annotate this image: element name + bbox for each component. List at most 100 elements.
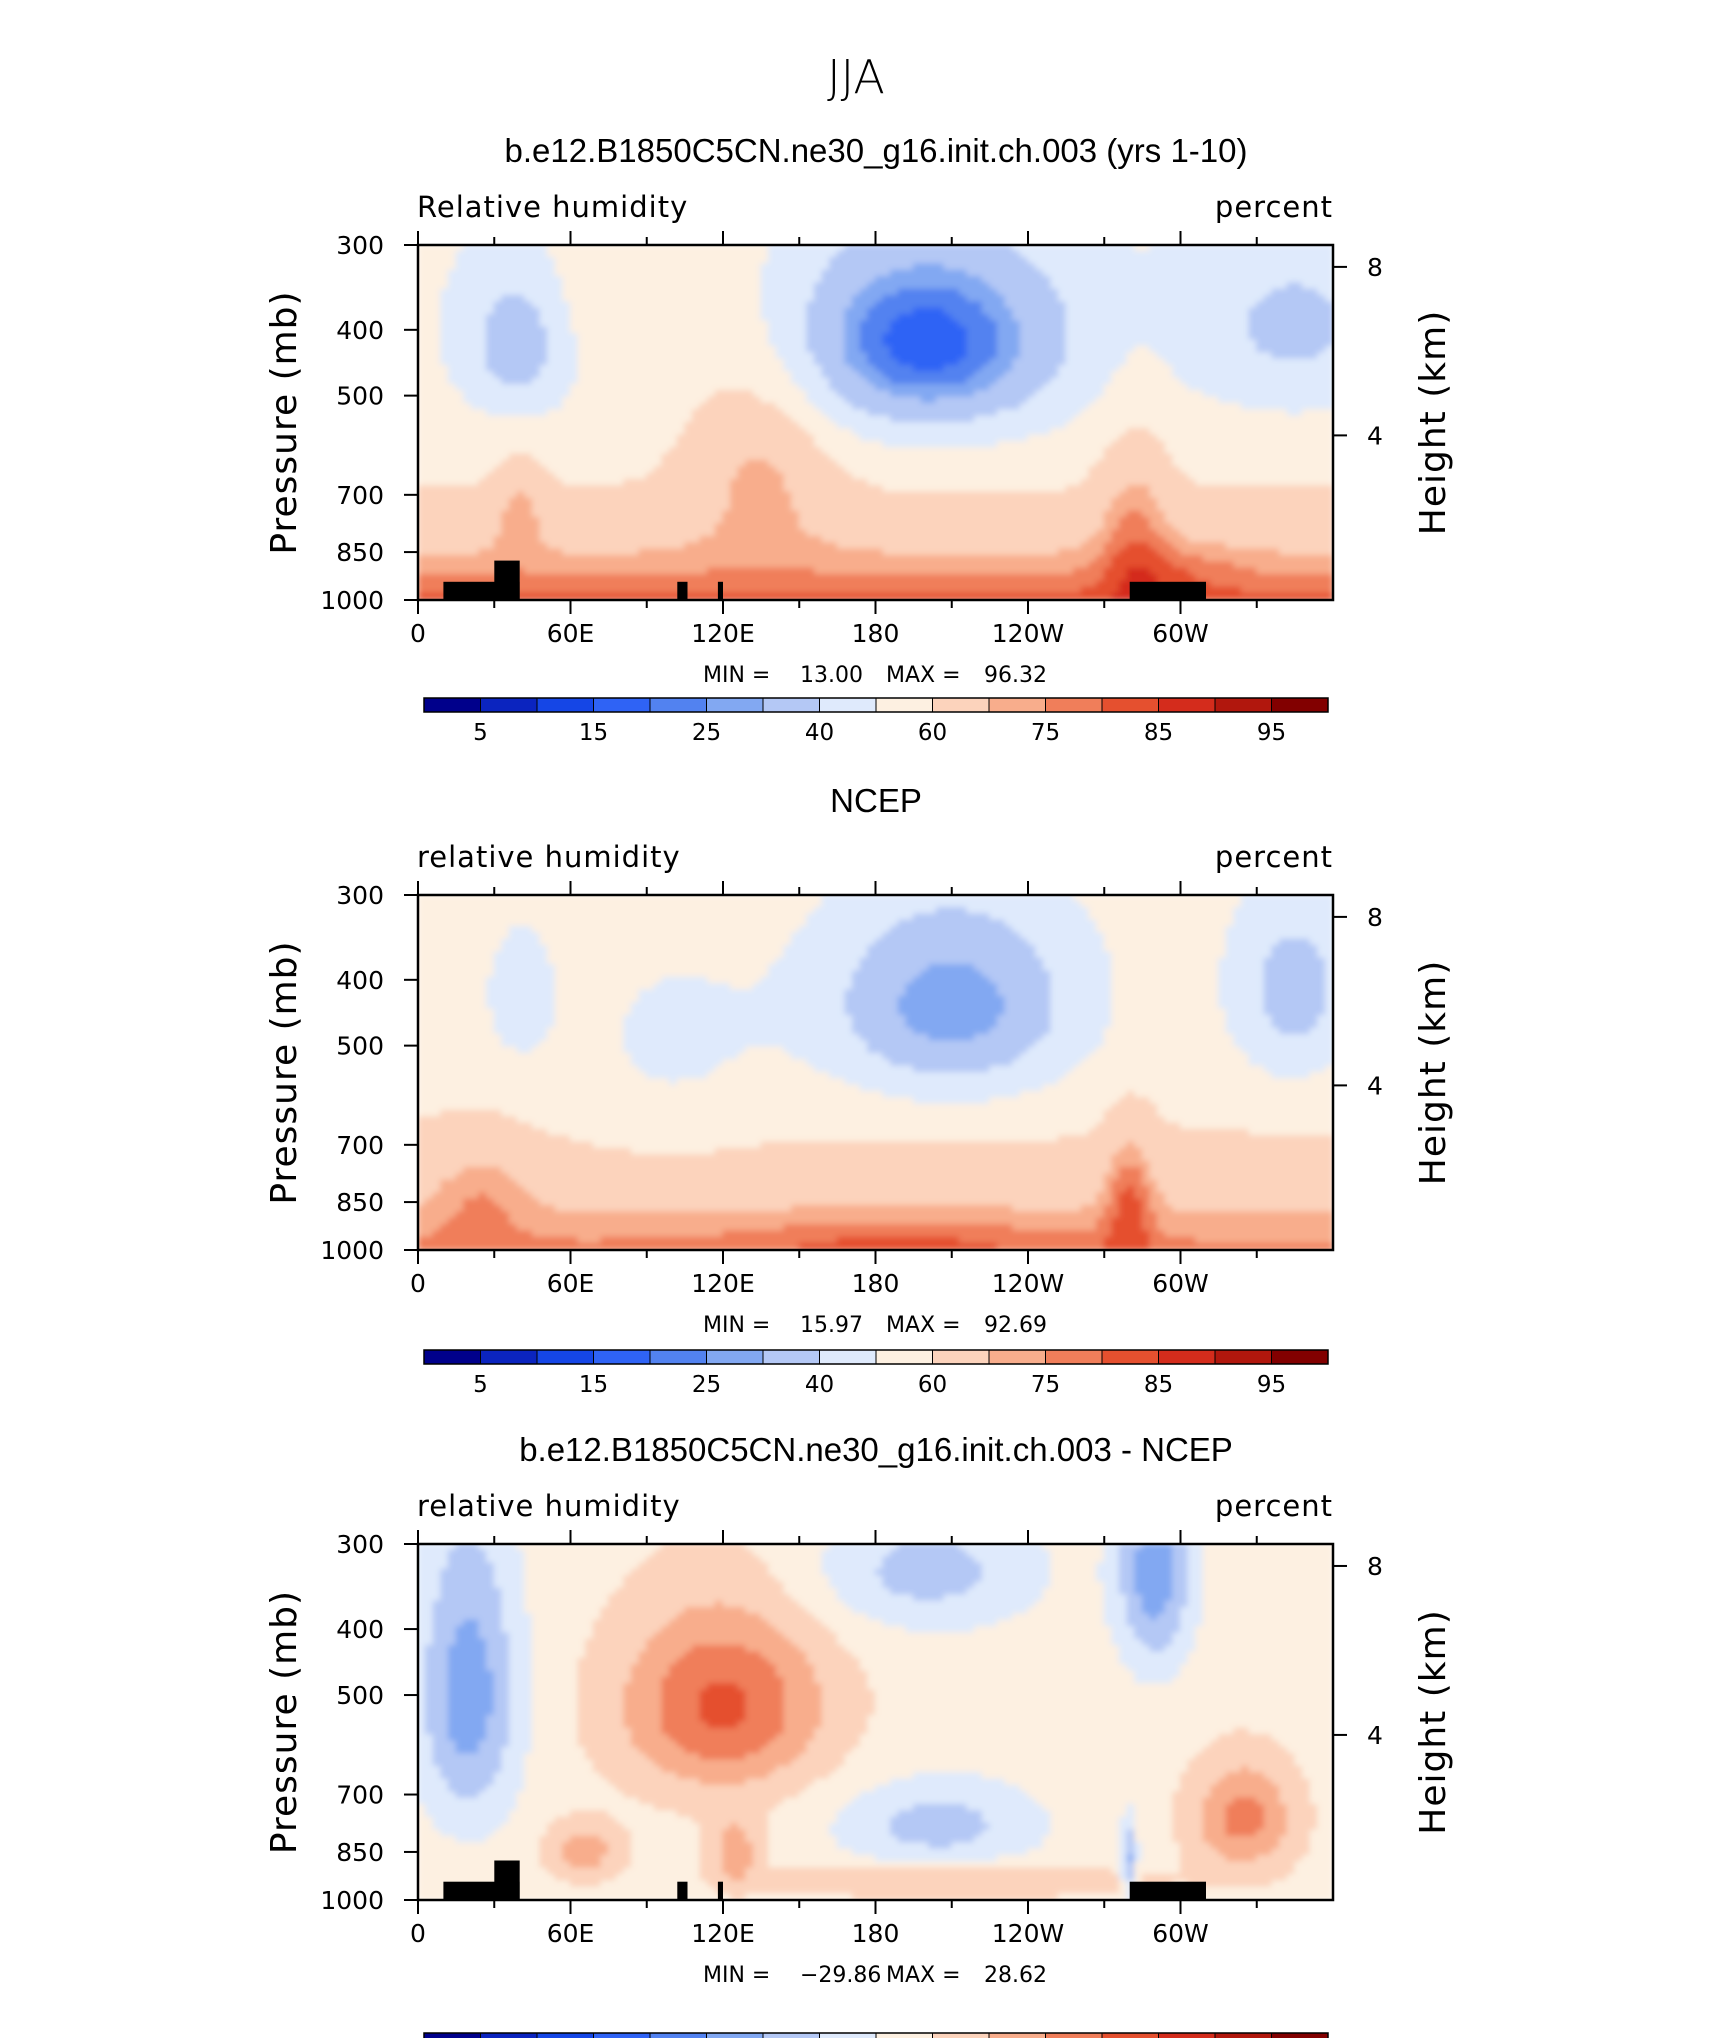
colorbar-swatch: [423, 1349, 481, 1365]
colorbar-frame: [423, 697, 1329, 713]
x-tick-label: 60E: [547, 619, 595, 648]
x-tick-label: 180: [852, 1269, 900, 1298]
colorbar-swatch: [480, 1349, 538, 1365]
max-value: 92.69: [984, 1313, 1047, 1338]
panel-title: NCEP: [830, 782, 922, 819]
max-value: 28.62: [984, 1963, 1047, 1988]
colorbar: 5 15 25 40 60 75 85 95: [423, 697, 1329, 746]
colorbar-label: 15: [579, 720, 608, 746]
figure-title: JJA: [827, 50, 885, 104]
y-tick-label: 700: [336, 1781, 384, 1810]
colorbar-label: 75: [1031, 720, 1060, 746]
colorbar: −50−40−30−20−15−10−505101520304050: [423, 2032, 1329, 2038]
colorbar-label: 60: [918, 1372, 947, 1398]
x-tick-label: 120W: [992, 619, 1064, 648]
y-right-tick-label: 4: [1367, 1721, 1383, 1750]
colorbar-swatch: [988, 697, 1046, 713]
colorbar-label: 25: [692, 720, 721, 746]
colorbar-label: 60: [918, 720, 947, 746]
min-label: MIN =: [703, 1963, 770, 1988]
y-tick-label: 1000: [320, 1236, 384, 1265]
max-value: 96.32: [984, 663, 1047, 688]
y-tick-label: 850: [336, 1188, 384, 1217]
colorbar-swatch: [706, 1349, 764, 1365]
colorbar-swatch: [1045, 1349, 1103, 1365]
colorbar-label: 5: [473, 720, 488, 746]
colorbar-swatch: [423, 697, 481, 713]
y-tick-label: 700: [336, 1131, 384, 1160]
colorbar-swatch: [932, 697, 990, 713]
y-axis-label-right: Height (km): [1413, 1609, 1454, 1834]
colorbar-swatch: [536, 697, 594, 713]
x-tick-label: 0: [410, 619, 426, 648]
variable-label: relative humidity: [417, 1489, 681, 1523]
colorbar-swatch: [1214, 697, 1272, 713]
y-tick-label: 850: [336, 538, 384, 567]
colorbar-frame: [423, 2032, 1329, 2038]
y-tick-label: 1000: [320, 586, 384, 615]
units-label: percent: [1215, 190, 1333, 224]
terrain-block: [1129, 581, 1206, 600]
x-tick-label: 0: [410, 1919, 426, 1948]
panel-title: b.e12.B1850C5CN.ne30_g16.init.ch.003 - N…: [519, 1431, 1233, 1468]
y-tick-label: 400: [336, 316, 384, 345]
y-axis-label: Pressure (mb): [264, 1590, 305, 1854]
panel-2: NCEP relative humidity percent 0 60E 120E 180 1…: [264, 782, 1454, 1398]
colorbar-swatch: [706, 697, 764, 713]
x-tick-label: 60W: [1152, 1919, 1209, 1948]
x-tick-label: 0: [410, 1269, 426, 1298]
y-tick-label: 300: [336, 881, 384, 910]
y-right-tick-label: 8: [1367, 1552, 1383, 1581]
y-tick-label: 400: [336, 966, 384, 995]
colorbar-swatch: [593, 697, 651, 713]
colorbar-swatch: [1101, 697, 1159, 713]
y-tick-label: 300: [336, 231, 384, 260]
y-tick-label: 300: [336, 1530, 384, 1559]
colorbar-label: 5: [473, 1372, 488, 1398]
y-axis-label-right: Height (km): [1413, 960, 1454, 1185]
y-tick-label: 500: [336, 1032, 384, 1061]
y-axis-label: Pressure (mb): [264, 940, 305, 1204]
colorbar-swatch: [875, 1349, 933, 1365]
terrain-block: [677, 1881, 688, 1900]
terrain-block: [717, 581, 723, 600]
y-tick-label: 400: [336, 1615, 384, 1644]
y-right-tick-label: 8: [1367, 903, 1383, 932]
colorbar-swatch: [480, 697, 538, 713]
colorbar-swatch: [819, 1349, 877, 1365]
x-tick-label: 120W: [992, 1269, 1064, 1298]
y-tick-label: 500: [336, 1681, 384, 1710]
contour-fill: [418, 895, 1333, 1250]
colorbar-label: 25: [692, 1372, 721, 1398]
colorbar-swatch: [649, 1349, 707, 1365]
colorbar-swatch: [1271, 697, 1329, 713]
terrain-block: [494, 1860, 520, 1900]
terrain-block: [677, 581, 688, 600]
colorbar-swatch: [1271, 1349, 1329, 1365]
y-tick-label: 500: [336, 382, 384, 411]
colorbar-swatch: [875, 697, 933, 713]
colorbar-label: 40: [805, 720, 834, 746]
colorbar-swatch: [593, 1349, 651, 1365]
min-value: 15.97: [800, 1313, 863, 1338]
units-label: percent: [1215, 1489, 1333, 1523]
colorbar-label: 15: [579, 1372, 608, 1398]
colorbar: 5 15 25 40 60 75 85 95: [423, 1349, 1329, 1398]
min-label: MIN =: [703, 663, 770, 688]
panel-1: b.e12.B1850C5CN.ne30_g16.init.ch.003 (yr…: [264, 132, 1454, 746]
max-label: MAX =: [886, 1963, 961, 1988]
y-tick-label: 850: [336, 1838, 384, 1867]
contour-fill: [418, 1544, 1333, 1900]
colorbar-label: 95: [1257, 720, 1286, 746]
y-axis-label-right: Height (km): [1413, 310, 1454, 535]
x-tick-label: 120E: [691, 1919, 755, 1948]
min-value: −29.86: [800, 1963, 881, 1988]
colorbar-label: 85: [1144, 1372, 1173, 1398]
colorbar-swatch: [762, 697, 820, 713]
colorbar-label: 75: [1031, 1372, 1060, 1398]
colorbar-swatch: [988, 1349, 1046, 1365]
y-right-tick-label: 4: [1367, 421, 1383, 450]
y-tick-label: 700: [336, 481, 384, 510]
x-tick-label: 120W: [992, 1919, 1064, 1948]
